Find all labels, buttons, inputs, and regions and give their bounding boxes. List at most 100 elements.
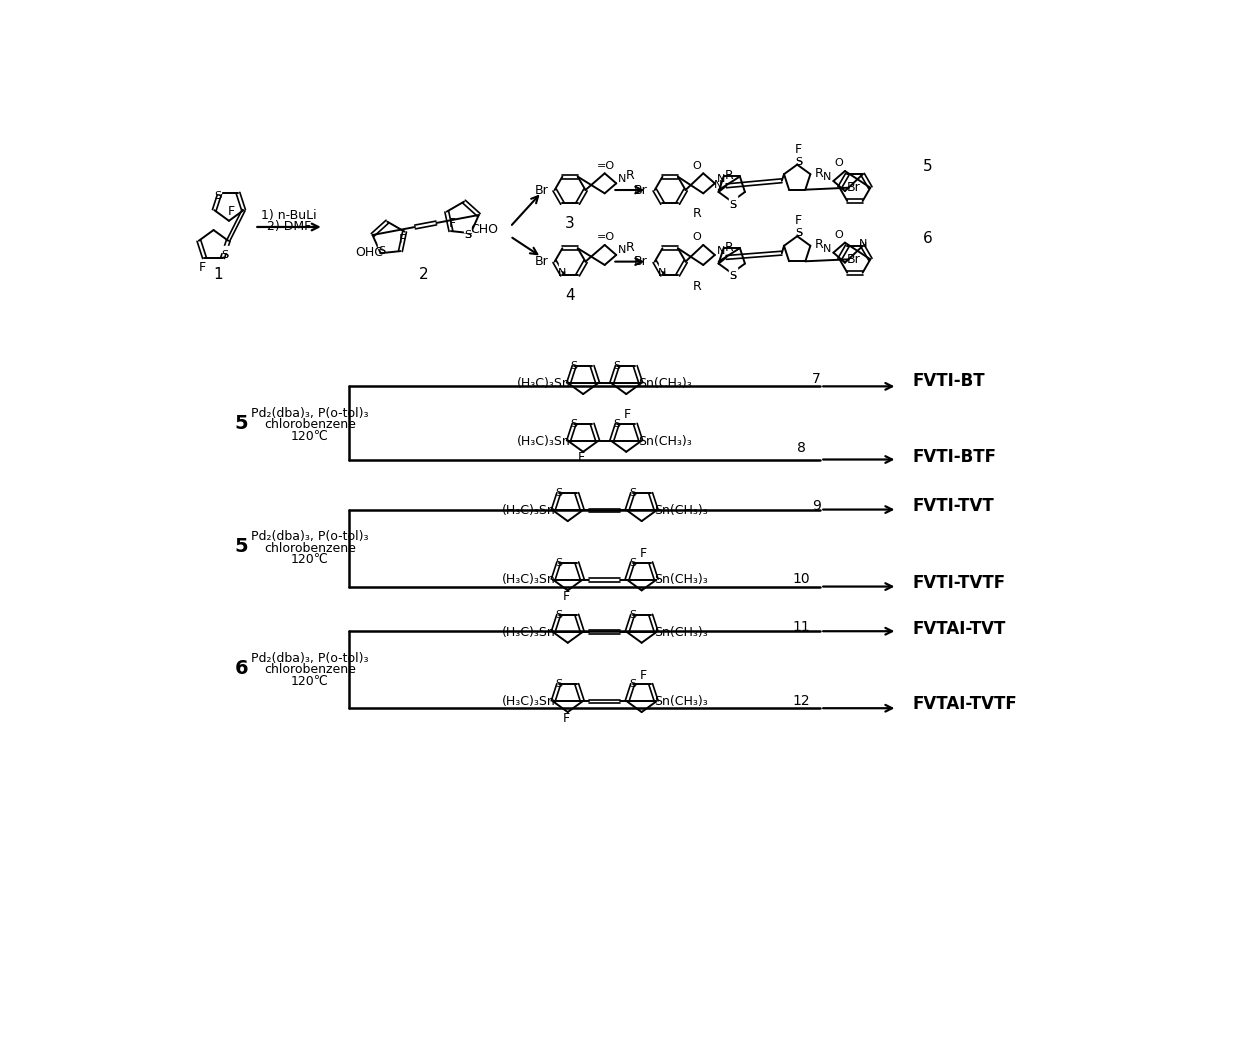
- Text: 5: 5: [234, 537, 248, 556]
- Text: 8: 8: [796, 441, 806, 455]
- Text: 5: 5: [924, 160, 932, 174]
- Bar: [554, 675, 563, 681]
- Text: FVTI-BTF: FVTI-BTF: [913, 448, 997, 466]
- Text: (H₃C)₃Sn: (H₃C)₃Sn: [502, 504, 556, 517]
- Text: 2) DMF: 2) DMF: [267, 220, 311, 233]
- Text: S: S: [215, 191, 221, 201]
- Bar: [213, 187, 222, 193]
- Text: Sn(CH₃)₃: Sn(CH₃)₃: [653, 626, 708, 638]
- Text: Br: Br: [534, 184, 548, 196]
- Text: Br: Br: [847, 182, 861, 194]
- Text: F: F: [563, 590, 569, 603]
- Text: chlorobenzene: chlorobenzene: [264, 418, 356, 432]
- Text: F: F: [578, 452, 585, 464]
- Text: Pd₂(dba)₃, P(o-tol)₃: Pd₂(dba)₃, P(o-tol)₃: [250, 530, 368, 543]
- Text: F: F: [399, 233, 405, 246]
- Text: N: N: [558, 268, 567, 277]
- Text: S: S: [795, 157, 802, 166]
- Text: N: N: [858, 239, 867, 249]
- Text: N: N: [717, 246, 725, 256]
- Text: (H₃C)₃Sn: (H₃C)₃Sn: [502, 626, 556, 638]
- Text: Br: Br: [634, 184, 647, 196]
- Text: R: R: [693, 207, 702, 220]
- Text: S: S: [556, 557, 562, 568]
- Text: 10: 10: [792, 572, 810, 585]
- Text: 11: 11: [792, 621, 810, 634]
- Text: 120℃: 120℃: [291, 553, 329, 566]
- Text: N: N: [717, 174, 725, 185]
- Text: S: S: [629, 488, 636, 498]
- Text: F: F: [640, 547, 647, 559]
- Text: S: S: [729, 199, 737, 210]
- Bar: [795, 153, 802, 159]
- Text: Sn(CH₃)₃: Sn(CH₃)₃: [639, 377, 692, 390]
- Text: S: S: [378, 246, 386, 256]
- Text: =O: =O: [596, 161, 615, 170]
- Bar: [614, 357, 621, 363]
- Text: S: S: [729, 271, 737, 281]
- Text: 9: 9: [812, 498, 821, 513]
- Text: 7: 7: [812, 372, 821, 386]
- Text: N: N: [823, 244, 831, 254]
- Text: F: F: [449, 217, 456, 229]
- Text: (H₃C)₃Sn: (H₃C)₃Sn: [502, 573, 556, 586]
- Text: N: N: [658, 268, 667, 277]
- Text: F: F: [640, 668, 647, 682]
- Text: chlorobenzene: chlorobenzene: [264, 542, 356, 554]
- Text: S: S: [629, 610, 636, 620]
- Text: O: O: [835, 230, 843, 240]
- Text: R: R: [815, 167, 823, 180]
- Bar: [795, 224, 802, 230]
- Text: FVTI-BT: FVTI-BT: [913, 372, 986, 390]
- Text: F: F: [228, 206, 234, 218]
- Bar: [570, 357, 578, 363]
- Text: S: S: [556, 679, 562, 689]
- Text: S: S: [629, 557, 636, 568]
- Text: 120℃: 120℃: [291, 430, 329, 443]
- Text: S: S: [570, 419, 578, 429]
- Text: S: S: [221, 250, 228, 260]
- Text: 5: 5: [234, 414, 248, 433]
- Text: Br: Br: [847, 253, 861, 266]
- Text: (H₃C)₃Sn: (H₃C)₃Sn: [502, 694, 556, 708]
- Text: R: R: [626, 241, 635, 253]
- Text: O: O: [835, 159, 843, 168]
- Bar: [859, 235, 867, 241]
- Text: 1) n-BuLi: 1) n-BuLi: [262, 209, 316, 222]
- Text: 4: 4: [565, 288, 575, 303]
- Text: S: S: [614, 419, 621, 429]
- Text: Sn(CH₃)₃: Sn(CH₃)₃: [639, 435, 692, 447]
- Text: F: F: [795, 214, 802, 227]
- Text: S: S: [556, 610, 562, 620]
- Text: (H₃C)₃Sn: (H₃C)₃Sn: [517, 435, 570, 447]
- Text: N: N: [658, 268, 667, 277]
- Bar: [629, 484, 636, 490]
- Bar: [629, 605, 636, 611]
- Text: S: S: [570, 361, 578, 372]
- Bar: [729, 267, 737, 273]
- Text: S: S: [464, 229, 471, 240]
- Text: N: N: [714, 181, 722, 190]
- Text: F: F: [563, 712, 569, 725]
- Text: N: N: [823, 172, 831, 183]
- Text: OHC: OHC: [356, 246, 383, 260]
- Bar: [570, 415, 578, 420]
- Text: 120℃: 120℃: [291, 675, 329, 688]
- Text: (H₃C)₃Sn: (H₃C)₃Sn: [517, 377, 570, 390]
- Text: S: S: [795, 228, 802, 238]
- Text: FVTAI-TVT: FVTAI-TVT: [913, 620, 1006, 638]
- Text: S: S: [221, 250, 228, 260]
- Text: 6: 6: [234, 659, 248, 678]
- Text: 12: 12: [792, 693, 810, 708]
- Text: Sn(CH₃)₃: Sn(CH₃)₃: [653, 504, 708, 517]
- Text: S: S: [795, 157, 802, 166]
- Text: O: O: [693, 161, 702, 170]
- Text: chlorobenzene: chlorobenzene: [264, 663, 356, 676]
- Text: O: O: [693, 233, 702, 242]
- Bar: [378, 242, 386, 248]
- Bar: [629, 553, 636, 559]
- Text: S: S: [729, 199, 737, 210]
- Text: R: R: [693, 280, 702, 293]
- Text: S: S: [378, 246, 386, 256]
- Text: Pd₂(dba)₃, P(o-tol)₃: Pd₂(dba)₃, P(o-tol)₃: [250, 652, 368, 664]
